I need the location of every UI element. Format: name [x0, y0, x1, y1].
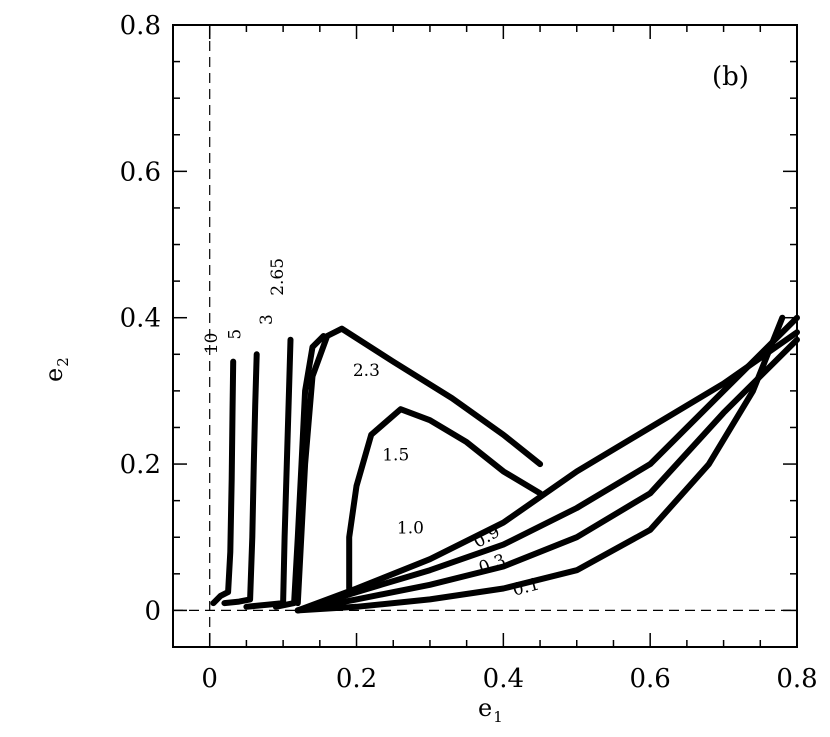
x-axis-label-main: e [478, 694, 492, 722]
curve-label: 2.65 [268, 258, 288, 296]
series-1.5 [346, 406, 544, 592]
y-tick-label: 0.2 [120, 450, 161, 480]
y-tick-label: 0 [144, 596, 161, 626]
series-0.3 [294, 336, 800, 614]
curve-label: 0.1 [510, 574, 541, 600]
x-tick-label: 0.6 [629, 664, 670, 694]
series-5 [221, 351, 260, 607]
curve-label: 10 [202, 333, 222, 355]
curve-label: 3 [257, 314, 277, 325]
x-tick-label: 0.8 [776, 664, 817, 694]
series-2.65 [272, 333, 327, 610]
x-axis-label: e1 [478, 694, 503, 726]
tick-labels: 0 0.2 0.4 0.6 0.8 0 0.2 0.4 0.6 0.8 [120, 11, 818, 694]
x-tick-label: 0.4 [483, 664, 524, 694]
reference-lines [173, 25, 797, 647]
panel-label: (b) [712, 62, 749, 92]
series-0.9 [294, 314, 800, 614]
x-axis-label-sub: 1 [493, 708, 503, 726]
y-axis-label-sub: 2 [54, 357, 72, 367]
y-tick-label: 0.8 [120, 11, 161, 41]
series-0.1 [294, 314, 786, 614]
plot-frame [172, 24, 798, 648]
series-10 [210, 358, 237, 607]
y-axis-label: e2 [40, 357, 72, 382]
series-3 [243, 336, 294, 610]
curve-label: 2.3 [353, 361, 380, 381]
series-2.3 [294, 325, 544, 607]
curve-label: 1.0 [397, 519, 424, 539]
y-axis-label-main: e [40, 368, 68, 382]
x-tick-label: 0 [201, 664, 218, 694]
curve-label: 1.5 [382, 445, 409, 465]
x-tick-label: 0.2 [336, 664, 377, 694]
y-tick-label: 0.4 [120, 304, 161, 334]
series-group [210, 314, 800, 614]
y-tick-label: 0.6 [120, 157, 161, 187]
curve-label: 5 [225, 329, 245, 340]
series-1.0 [294, 329, 800, 614]
